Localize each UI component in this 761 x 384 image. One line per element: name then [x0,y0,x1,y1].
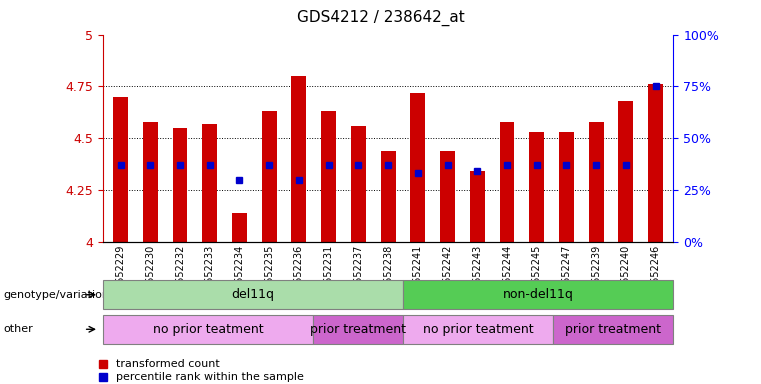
Bar [321,111,336,242]
Text: other: other [4,324,33,334]
Bar [232,213,247,242]
Bar [380,151,396,242]
Bar [262,111,277,242]
Text: non-del11q: non-del11q [503,288,574,301]
Bar [202,124,217,242]
Bar [143,122,158,242]
Bar [499,122,514,242]
Text: no prior teatment: no prior teatment [423,323,533,336]
Bar [470,171,485,242]
Bar [530,132,544,242]
Text: no prior teatment: no prior teatment [152,323,263,336]
Bar [648,84,663,242]
Text: del11q: del11q [231,288,275,301]
Bar [291,76,307,242]
Bar [351,126,366,242]
Bar [559,132,574,242]
Text: prior treatment: prior treatment [565,323,661,336]
Bar [410,93,425,242]
Bar [440,151,455,242]
Bar [619,101,633,242]
Text: transformed count: transformed count [116,359,220,369]
Text: prior treatment: prior treatment [310,323,406,336]
Bar [113,97,128,242]
Bar [589,122,603,242]
Text: percentile rank within the sample: percentile rank within the sample [116,372,304,382]
Bar [173,128,187,242]
Text: genotype/variation: genotype/variation [4,290,110,300]
Text: GDS4212 / 238642_at: GDS4212 / 238642_at [297,10,464,26]
